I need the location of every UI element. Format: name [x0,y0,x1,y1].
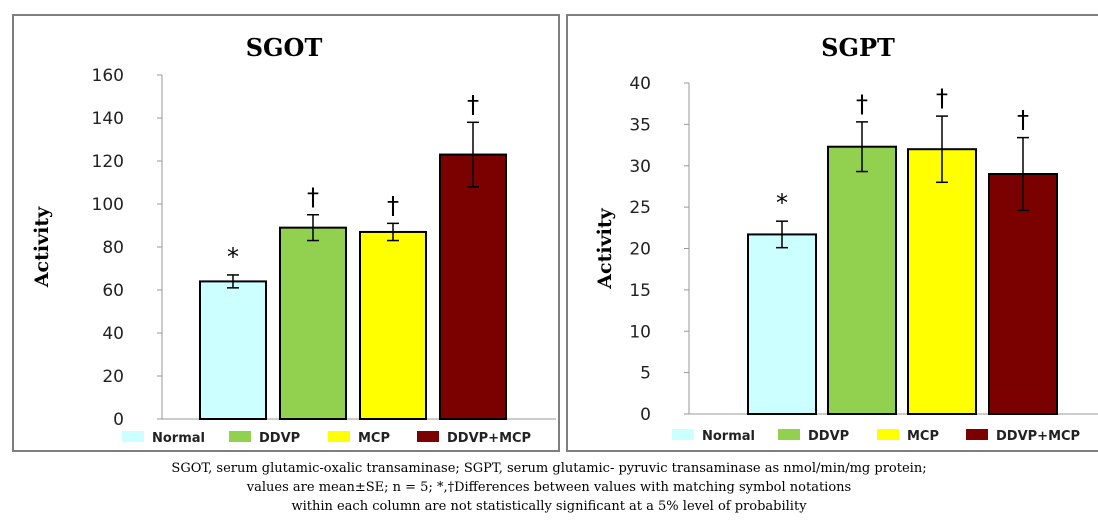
sgot-legend-label: DDVP [259,431,300,446]
sgot-significance-marker: * [227,243,239,271]
sgpt-bar-normal [747,233,817,415]
sgpt-y-tick-label: 20 [629,240,651,260]
sgot-y-tick-label: 60 [102,281,124,301]
sgpt-y-tick-label: 5 [640,364,651,384]
sgpt-legend-swatch [672,429,694,440]
sgpt-y-tick-label: 10 [629,322,651,342]
sgpt-significance-marker: † [936,84,948,112]
sgpt-y-tick-label: 30 [629,157,651,177]
sgot-y-axis-label: Activity [31,206,53,288]
sgot-bar-ddvp-mcp [439,153,507,421]
sgot-y-tick-label: 100 [92,195,124,215]
caption-line-2: values are mean±SE; n = 5; *,†Difference… [246,480,852,495]
sgot-y-tick-label: 80 [102,238,124,258]
sgot-chart-panel: SGOT Activity 0 20 40 60 80 100 120 140 160 * † † † Nor… [12,14,560,452]
sgot-significance-marker: † [307,183,319,211]
sgpt-y-axis-label: Activity [594,207,616,289]
sgot-chart-title: SGOT [246,33,323,62]
sgot-y-tick-label: 0 [113,410,124,430]
sgot-bar-ddvp [279,226,347,420]
sgpt-legend-label: Normal [702,429,755,444]
sgpt-legend-label: DDVP+MCP [996,429,1080,444]
sgpt-legend-label: DDVP [808,429,849,444]
sgot-legend-swatch [122,431,144,442]
sgot-y-tick-label: 120 [92,152,124,172]
sgpt-bar-ddvp [827,145,897,415]
sgpt-chart-panel: SGPT Activity 0 5 10 15 20 25 30 35 40 * † † † Normal DD… [566,14,1098,452]
sgot-y-tick-label: 160 [92,66,124,86]
sgpt-y-tick-label: 25 [629,198,651,218]
sgpt-significance-marker: † [1017,106,1029,134]
sgpt-significance-marker: * [776,189,788,217]
sgpt-y-tick-label: 35 [629,115,651,135]
sgot-chart: SGOT Activity 0 20 40 60 80 100 120 140 160 * † † † Nor… [31,33,556,446]
sgpt-legend-swatch [778,429,800,440]
sgpt-legend-swatch [877,429,899,440]
sgot-legend-swatch [417,431,439,442]
sgot-y-tick-label: 140 [92,109,124,129]
caption-line-1: SGOT, serum glutamic-oxalic transaminase… [171,461,927,476]
sgot-y-tick-label: 40 [102,324,124,344]
sgpt-chart-title: SGPT [821,33,895,62]
sgot-y-tick-label: 20 [102,367,124,387]
sgot-legend-swatch [229,431,251,442]
sgpt-significance-marker: † [856,90,868,118]
sgpt-y-tick-label: 0 [640,405,651,425]
sgot-legend-swatch [328,431,350,442]
sgpt-legend-swatch [966,429,988,440]
sgot-significance-marker: † [387,191,399,219]
caption-line-3: within each column are not statistically… [291,499,807,514]
sgot-legend-label: Normal [152,431,205,446]
figure-caption: SGOT, serum glutamic-oxalic transaminase… [0,459,1098,516]
sgpt-chart: SGPT Activity 0 5 10 15 20 25 30 35 40 * † † † Normal DD… [594,33,1098,444]
sgot-bar-mcp [359,230,427,420]
sgot-significance-marker: † [467,90,479,118]
sgpt-bar-mcp [907,148,977,415]
sgot-legend-label: DDVP+MCP [447,431,531,446]
sgot-bar-normal [199,280,267,420]
sgot-legend-label: MCP [358,431,390,446]
sgpt-legend-label: MCP [907,429,939,444]
sgpt-y-tick-label: 40 [629,74,651,94]
sgpt-y-tick-label: 15 [629,281,651,301]
